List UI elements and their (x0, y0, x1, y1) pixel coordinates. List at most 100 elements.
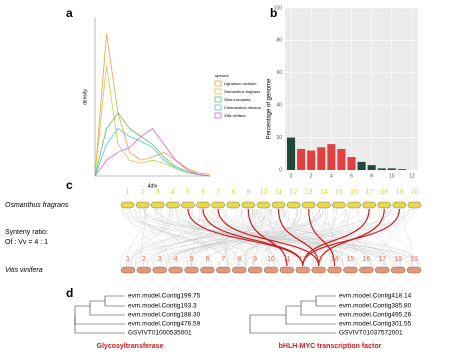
bar (387, 168, 396, 170)
synteny-link (252, 208, 257, 267)
y-axis-label: density (82, 89, 88, 105)
synteny-link (211, 208, 395, 267)
x-tick-label: 10 (389, 173, 395, 179)
chromosome (311, 266, 326, 274)
chromosome-label: 3 (156, 189, 160, 196)
y-axis-label: Percentage of genome (267, 78, 273, 139)
synteny-link (134, 208, 245, 267)
chromosome-label: 10 (267, 256, 275, 263)
chromosome-label: 13 (305, 189, 313, 196)
legend-key (214, 88, 222, 95)
chromosome (120, 266, 136, 274)
chromosome (256, 201, 271, 209)
chromosome-label: 15 (335, 189, 343, 196)
synteny-link (145, 208, 309, 267)
chromosome-label: 20 (411, 189, 419, 196)
chromosome (332, 201, 346, 209)
chromosome-label: 6 (205, 256, 209, 263)
bar (317, 147, 326, 170)
synteny-link (176, 208, 213, 267)
density-line (94, 112, 211, 177)
leaf-label: evm.model.Contig301.55 (339, 321, 412, 328)
y-tick-label: 100 (274, 5, 283, 11)
chromosome-label: 19 (410, 256, 418, 263)
synteny-link (221, 208, 402, 267)
leaf-label: evm.model.Contig418.14 (339, 293, 412, 300)
leaf-label: evm.model.Contig495.26 (339, 312, 412, 319)
synteny-link (346, 208, 357, 267)
bar (377, 168, 386, 170)
chromosome (359, 266, 374, 274)
leaf-label: evm.model.Contig188.30 (128, 312, 201, 319)
y-tick-label: 60 (276, 70, 282, 76)
synteny-link-highlight (302, 208, 400, 267)
synteny-link-highlight (277, 208, 320, 267)
synteny-link (159, 208, 345, 267)
chromosome (407, 201, 422, 209)
x-tick-label: 12 (409, 173, 415, 179)
panel-label: d (66, 286, 73, 300)
tree-title: Glycosyltransferase (97, 343, 164, 350)
bar (287, 137, 296, 170)
chromosome-label: 11 (283, 256, 290, 263)
synteny-link (131, 208, 172, 267)
chromosome (166, 201, 180, 209)
chromosome (302, 201, 316, 209)
bar (357, 161, 366, 170)
chromosome (232, 266, 247, 274)
chromosome (200, 266, 215, 274)
tree-branch (104, 295, 125, 307)
chromosome-label: 1 (126, 189, 130, 196)
chromosome (279, 266, 295, 274)
chromosome-label: 3 (158, 256, 162, 263)
synteny-link (146, 208, 420, 267)
synteny-link-highlight (247, 208, 288, 267)
tree-branch (89, 300, 125, 316)
chromosome-label: 4 (174, 256, 178, 263)
tree-branch (74, 315, 125, 334)
chromosome-label: 2 (142, 256, 146, 263)
synteny-link (190, 208, 344, 267)
synteny-link (126, 208, 145, 267)
chromosome-label: 7 (221, 256, 225, 263)
chromosome (327, 266, 342, 274)
synteny-link (142, 208, 254, 267)
synteny-link (270, 208, 333, 267)
legend-key (214, 96, 222, 103)
chromosome (247, 266, 263, 274)
legend-key (214, 112, 222, 119)
chromosome-label: 1 (126, 256, 130, 263)
synteny-link (258, 208, 413, 267)
chromosome-label: 7 (216, 189, 220, 196)
chromosome (263, 266, 279, 274)
chromosome-label: 15 (347, 256, 355, 263)
synteny-link (379, 208, 401, 267)
chromosome (211, 201, 225, 209)
bar (367, 165, 376, 170)
synteny-link (191, 208, 388, 267)
synteny-link (127, 208, 167, 267)
bar (347, 157, 356, 170)
chromosome (406, 266, 422, 274)
chromosome (150, 201, 165, 209)
chromosome (196, 201, 210, 209)
density-line (94, 33, 211, 177)
panel-label: a (66, 6, 73, 20)
bottom-genome: Vitis vinifera (5, 267, 43, 274)
chromosome-label: 14 (320, 189, 328, 196)
chromosome (286, 201, 301, 209)
chromosome (152, 266, 167, 274)
chromosome (347, 201, 361, 209)
synteny-link (244, 208, 265, 267)
synteny-link-highlight (187, 208, 304, 267)
chromosome (391, 266, 406, 274)
chromosome-label: 12 (290, 189, 298, 196)
chromosome-label: 17 (378, 256, 386, 263)
synteny-link (257, 208, 384, 267)
synteny-link (187, 208, 243, 267)
tree-branch (285, 305, 336, 325)
top-genome: Osmanthus fragrans (5, 202, 69, 209)
density-line (94, 128, 211, 177)
legend-title: species (215, 73, 229, 78)
chromosome (168, 266, 183, 274)
